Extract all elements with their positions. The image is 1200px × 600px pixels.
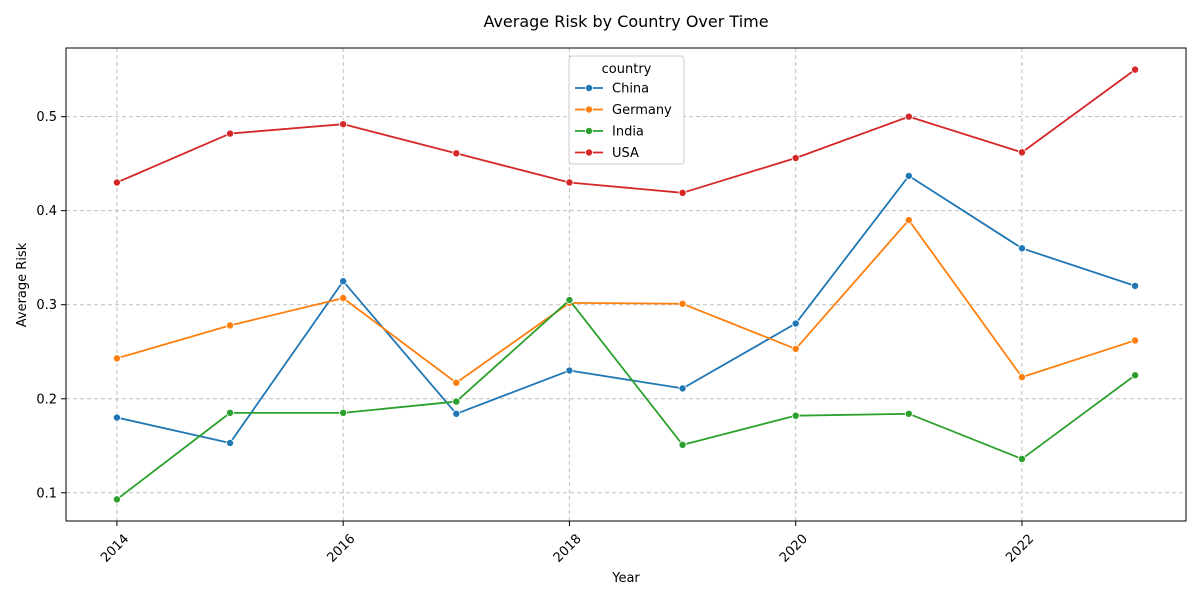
data-point-germany-2017: [452, 378, 461, 387]
data-point-germany-2019: [678, 299, 687, 308]
x-axis-title: Year: [611, 571, 640, 586]
legend-title: country: [602, 62, 652, 77]
y-tick-label: 0.2: [36, 392, 57, 407]
data-point-india-2018: [565, 296, 574, 305]
y-tick-label: 0.3: [36, 298, 57, 313]
data-point-india-2021: [904, 409, 913, 418]
data-point-china-2017: [452, 409, 461, 418]
x-tick-label: 2016: [324, 532, 358, 566]
series-line-china: [116, 174, 1136, 444]
data-point-germany-2016: [339, 294, 348, 303]
legend-swatch-marker: [585, 84, 594, 93]
legend-swatch-marker: [585, 105, 594, 114]
y-tick-label: 0.1: [36, 486, 57, 501]
legend-item-germany: Germany: [575, 103, 672, 118]
legend-label: USA: [612, 146, 639, 161]
data-point-china-2020: [791, 319, 800, 328]
series-line-usa: [116, 68, 1136, 194]
series-germany: [112, 216, 1140, 387]
data-point-germany-2015: [226, 321, 235, 330]
x-tick-label: 2022: [1003, 532, 1037, 566]
data-point-usa-2018: [565, 178, 574, 187]
legend-label: China: [612, 82, 649, 97]
data-point-india-2016: [339, 408, 348, 417]
legend-swatch-marker: [585, 127, 594, 136]
data-point-usa-2016: [339, 120, 348, 129]
data-point-usa-2022: [1017, 148, 1026, 157]
x-tick-label: 2014: [98, 532, 132, 566]
y-axis: 0.1 0.2 0.3 0.4 0.5: [36, 110, 66, 501]
series-line-india: [116, 299, 1136, 501]
data-point-china-2014: [112, 413, 121, 422]
data-point-germany-2023: [1131, 336, 1140, 345]
data-point-india-2019: [678, 440, 687, 449]
plot-area-frame: [65, 47, 1187, 522]
legend-item-china: China: [575, 82, 649, 97]
legend-item-usa: USA: [575, 146, 639, 161]
series-usa: [112, 65, 1140, 197]
data-point-usa-2017: [452, 149, 461, 158]
y-tick-label: 0.5: [36, 110, 57, 125]
data-point-india-2017: [452, 397, 461, 406]
legend-item-india: India: [575, 125, 644, 140]
data-point-china-2016: [339, 277, 348, 286]
data-point-germany-2022: [1017, 373, 1026, 382]
series-layer: [112, 65, 1140, 504]
data-point-india-2022: [1017, 454, 1026, 463]
legend-swatch-marker: [585, 148, 594, 157]
x-tick-label: 2020: [777, 532, 811, 566]
y-axis-title: Average Risk: [15, 242, 30, 327]
data-point-germany-2014: [112, 354, 121, 363]
data-point-china-2021: [904, 171, 913, 180]
data-point-india-2015: [226, 408, 235, 417]
data-point-usa-2019: [678, 188, 687, 197]
data-point-china-2022: [1017, 244, 1026, 253]
data-point-china-2015: [226, 438, 235, 447]
data-point-usa-2015: [226, 129, 235, 138]
legend-label: India: [612, 125, 644, 140]
data-point-china-2023: [1131, 281, 1140, 290]
data-point-germany-2021: [904, 216, 913, 225]
x-axis: 2014 2016 2018 2020 2022: [98, 521, 1037, 566]
data-point-usa-2014: [112, 178, 121, 187]
data-point-china-2018: [565, 366, 574, 375]
series-india: [112, 296, 1140, 504]
data-point-usa-2023: [1131, 65, 1140, 74]
legend: country China Germany India USA: [568, 55, 685, 165]
data-point-india-2023: [1131, 371, 1140, 380]
chart-title: Average Risk by Country Over Time: [483, 12, 768, 31]
legend-box: [568, 55, 685, 165]
data-point-usa-2021: [904, 112, 913, 121]
data-point-india-2020: [791, 411, 800, 420]
series-line-germany: [116, 219, 1136, 384]
data-point-india-2014: [112, 495, 121, 504]
x-tick-label: 2018: [551, 532, 585, 566]
data-point-germany-2020: [791, 344, 800, 353]
series-china: [112, 171, 1140, 447]
data-point-china-2019: [678, 384, 687, 393]
y-tick-label: 0.4: [36, 204, 57, 219]
legend-label: Germany: [612, 103, 672, 118]
data-point-usa-2020: [791, 154, 800, 163]
